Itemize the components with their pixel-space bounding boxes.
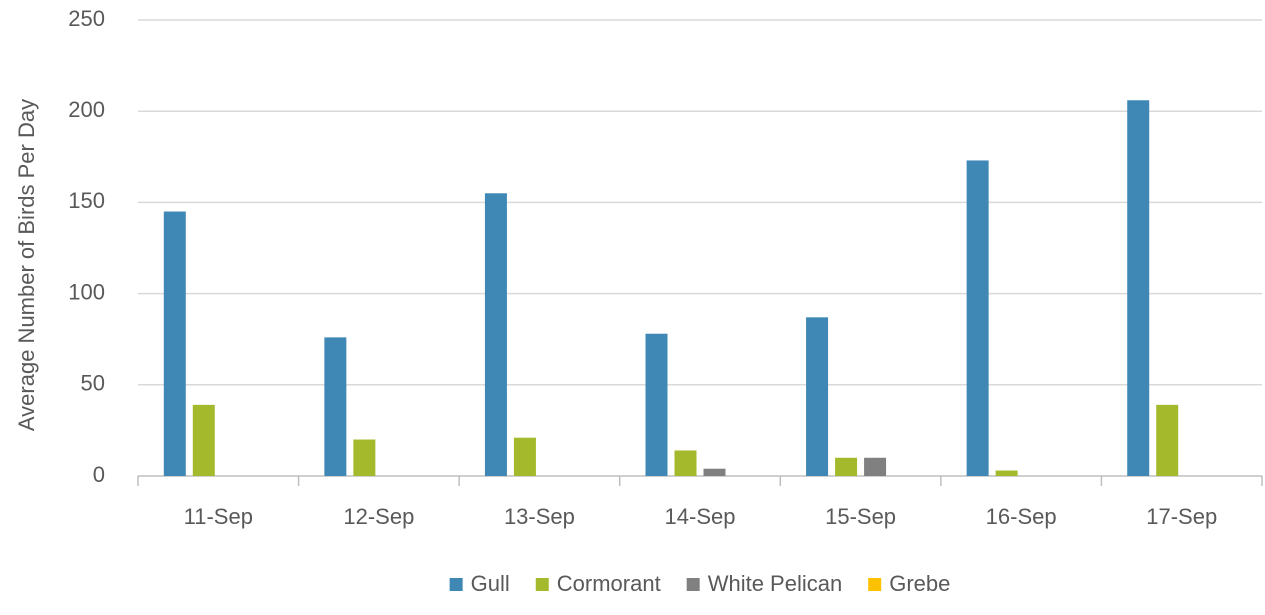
bar xyxy=(1156,404,1179,476)
legend-swatch xyxy=(868,578,882,591)
bar xyxy=(674,450,697,476)
bar xyxy=(995,470,1018,476)
y-tick-label: 250 xyxy=(68,6,105,31)
bar xyxy=(353,439,376,476)
bar xyxy=(513,437,536,476)
legend-label: Grebe xyxy=(889,571,950,596)
x-tick-label: 13-Sep xyxy=(504,504,575,529)
legend-label: Gull xyxy=(471,571,510,596)
legend-label: Cormorant xyxy=(557,571,661,596)
x-tick-label: 17-Sep xyxy=(1146,504,1217,529)
y-tick-label: 50 xyxy=(81,371,105,396)
x-tick-label: 11-Sep xyxy=(184,504,253,529)
bar xyxy=(703,468,726,476)
bar xyxy=(835,457,858,476)
y-axis-label: Average Number of Birds Per Day xyxy=(14,99,39,431)
bar xyxy=(864,457,887,476)
bar xyxy=(324,337,347,476)
x-tick-label: 15-Sep xyxy=(825,504,896,529)
bar xyxy=(966,160,989,476)
y-tick-label: 100 xyxy=(68,279,105,304)
x-tick-label: 16-Sep xyxy=(986,504,1057,529)
bar xyxy=(1127,100,1150,477)
legend-swatch xyxy=(535,578,549,591)
legend-label: White Pelican xyxy=(708,571,843,596)
bar xyxy=(192,404,215,476)
x-tick-label: 12-Sep xyxy=(343,504,414,529)
y-tick-label: 150 xyxy=(68,188,105,213)
legend-swatch xyxy=(449,578,463,591)
bar xyxy=(163,211,186,476)
bar xyxy=(645,333,668,476)
bar xyxy=(806,317,829,476)
x-tick-label: 14-Sep xyxy=(665,504,736,529)
legend-swatch xyxy=(686,578,700,591)
y-tick-label: 0 xyxy=(93,462,105,487)
bar xyxy=(484,193,507,476)
y-tick-label: 200 xyxy=(68,97,105,122)
